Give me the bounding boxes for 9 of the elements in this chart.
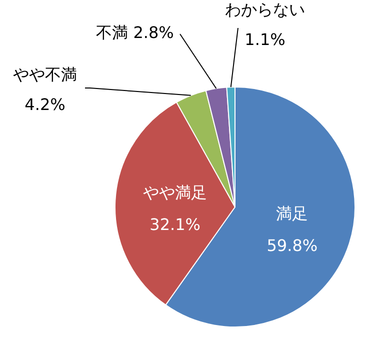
slice-label: やや満足 <box>143 182 208 202</box>
data-label: 1.1% <box>244 30 286 49</box>
data-label: 4.2% <box>24 95 66 114</box>
data-label: 59.8% <box>266 236 318 256</box>
slice-label: 不満 2.8% <box>96 23 174 42</box>
slice-label: 満足 <box>276 204 308 224</box>
slice-label: やや不満 <box>13 65 77 84</box>
data-label: 32.1% <box>150 214 200 234</box>
slice-label: わからない <box>225 0 305 19</box>
